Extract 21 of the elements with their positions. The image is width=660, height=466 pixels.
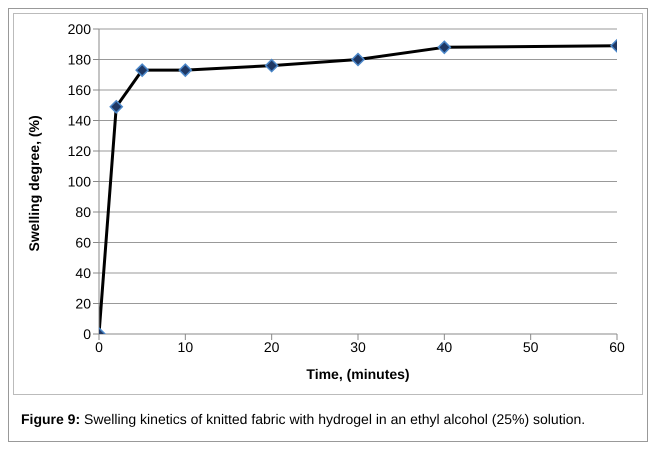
y-tick-label: 100	[68, 173, 92, 190]
y-tick-label: 60	[75, 234, 92, 250]
x-tick-label: 20	[264, 338, 280, 355]
y-tick-label: 200	[68, 20, 92, 37]
caption: Figure 9: Swelling kinetics of knitted fabric with hydrogel in an ethyl alcohol (25%) solution.	[20, 410, 586, 429]
y-tick-label: 120	[68, 142, 92, 159]
x-tick-label: 40	[436, 338, 452, 355]
x-tick-label: 50	[522, 338, 539, 355]
y-tick-label: 40	[75, 264, 92, 281]
x-tick-label: 0	[95, 338, 104, 355]
y-tick-label: 140	[68, 112, 92, 128]
y-tick-label: 0	[83, 326, 92, 342]
y-tick-label: 180	[68, 51, 92, 68]
x-axis-title: Time, (minutes)	[306, 366, 410, 382]
y-tick-label: 160	[68, 82, 92, 98]
y-tick-label: 80	[75, 204, 92, 220]
y-axis-title: Swelling degree, (%)	[26, 115, 42, 252]
x-tick-label: 30	[350, 338, 366, 355]
y-tick-label: 20	[75, 295, 92, 312]
x-tick-label: 60	[609, 338, 625, 355]
x-tick-label: 10	[178, 338, 194, 355]
